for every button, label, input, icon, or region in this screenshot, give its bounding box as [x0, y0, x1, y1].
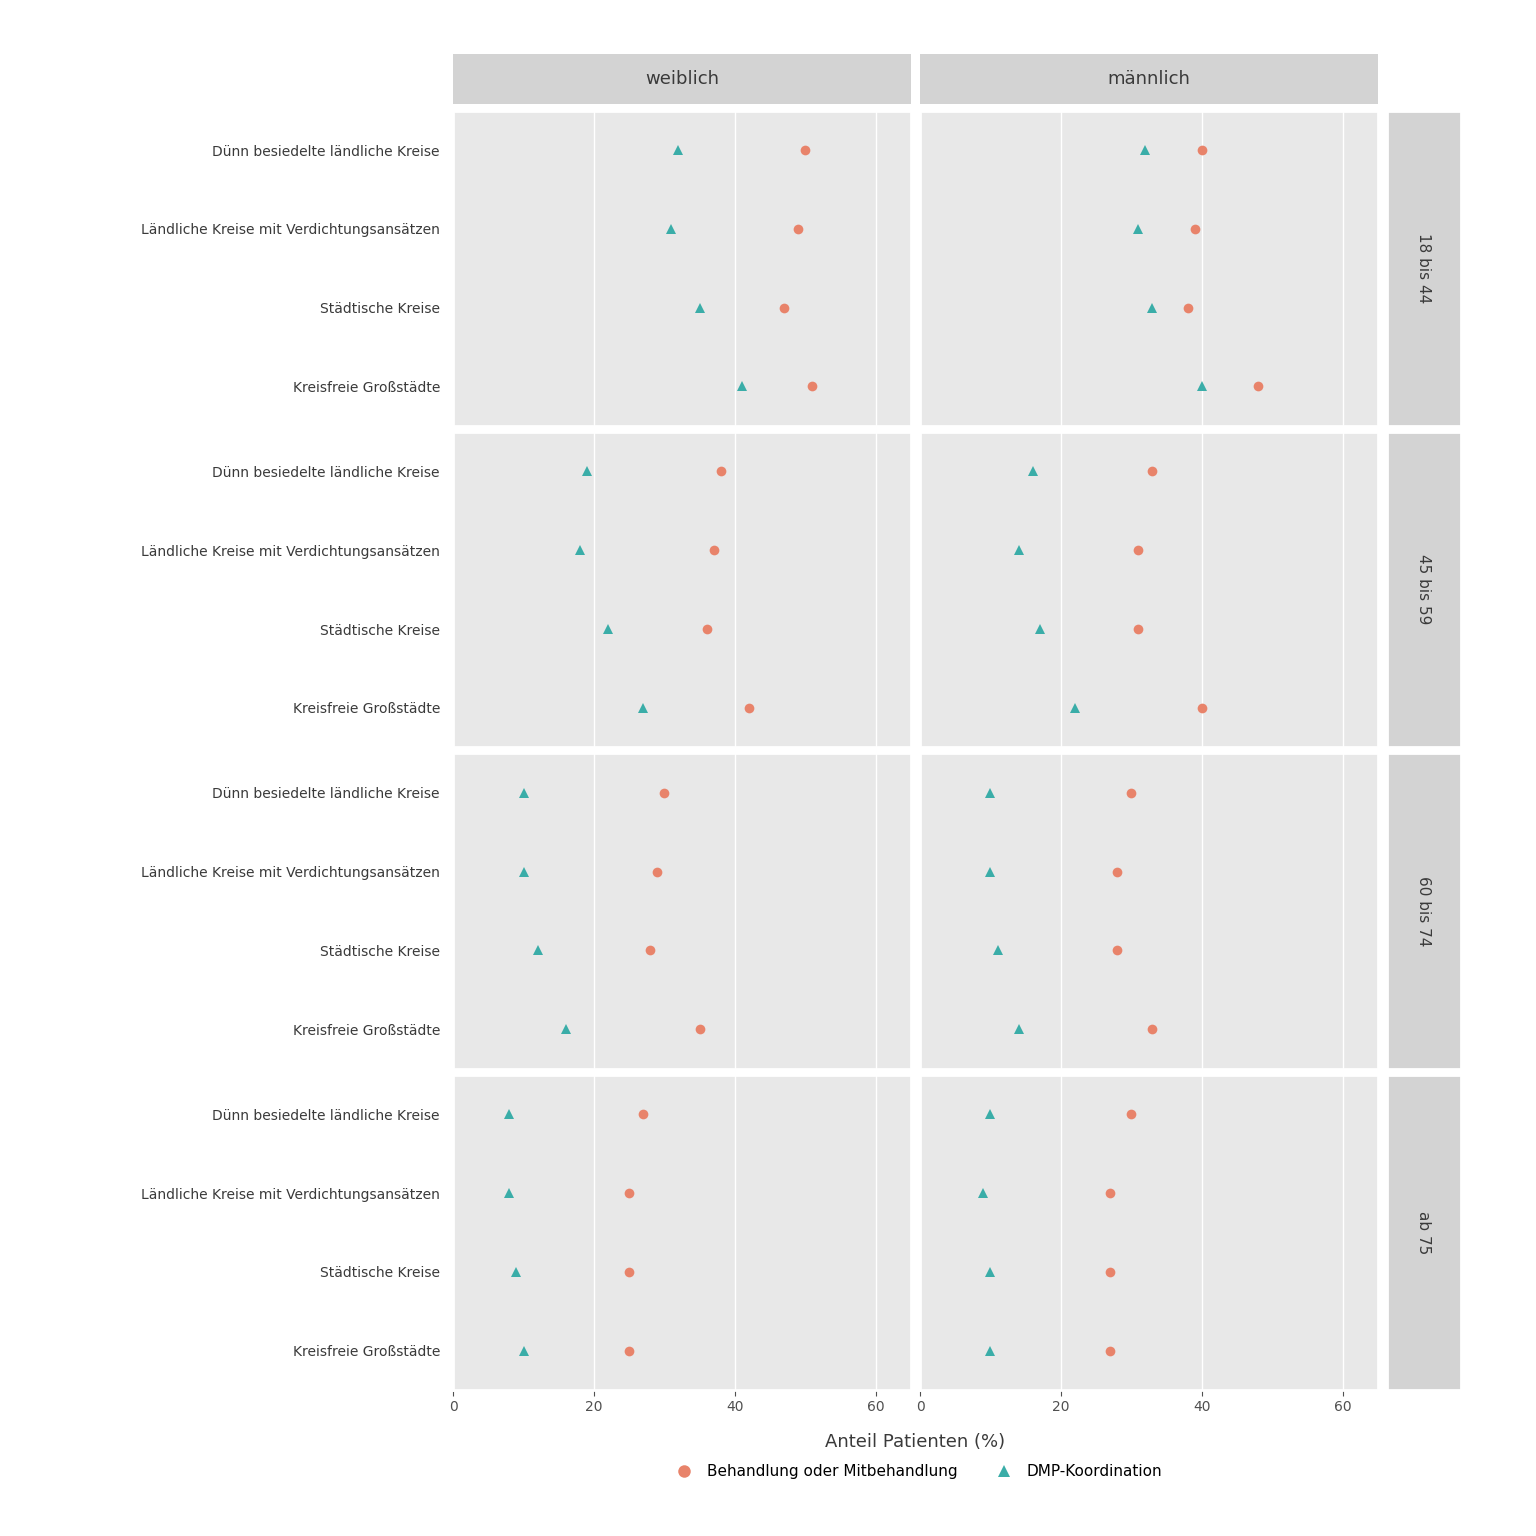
Text: 18 bis 44: 18 bis 44 [1416, 233, 1432, 303]
Legend: Behandlung oder Mitbehandlung, DMP-Koordination: Behandlung oder Mitbehandlung, DMP-Koord… [662, 1458, 1169, 1485]
Text: männlich: männlich [1107, 71, 1190, 88]
Text: Anteil Patienten (%): Anteil Patienten (%) [825, 1433, 1006, 1452]
Text: weiblich: weiblich [645, 71, 719, 88]
Text: 60 bis 74: 60 bis 74 [1416, 876, 1432, 946]
Text: ab 75: ab 75 [1416, 1210, 1432, 1253]
Text: 45 bis 59: 45 bis 59 [1416, 554, 1432, 625]
